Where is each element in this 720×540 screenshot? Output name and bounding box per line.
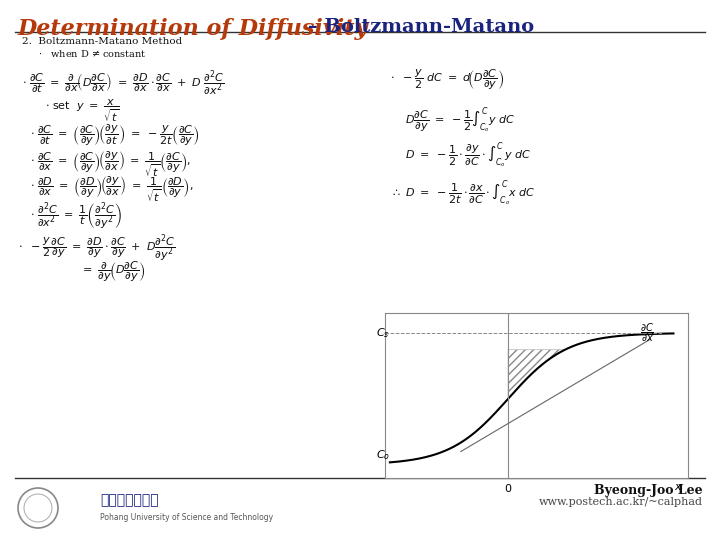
- Text: 2.  Boltzmann-Matano Method: 2. Boltzmann-Matano Method: [22, 37, 182, 46]
- Text: 포항공과대학교: 포항공과대학교: [100, 493, 158, 507]
- Text: Byeong-Joo Lee: Byeong-Joo Lee: [595, 484, 703, 497]
- Text: $\cdot \ \dfrac{\partial D}{\partial x} \ = \ \left(\dfrac{\partial D}{\partial : $\cdot \ \dfrac{\partial D}{\partial x} …: [30, 175, 194, 204]
- Text: $D\dfrac{\partial C}{\partial y} \ = \ -\dfrac{1}{2}\int_{C_o}^{C} y \ dC$: $D\dfrac{\partial C}{\partial y} \ = \ -…: [405, 105, 516, 134]
- Text: www.postech.ac.kr/~calphad: www.postech.ac.kr/~calphad: [539, 497, 703, 507]
- Text: $\cdot$   when D ≠ constant: $\cdot$ when D ≠ constant: [38, 48, 147, 59]
- Text: $x$: $x$: [674, 482, 683, 492]
- Text: Determination of Diffusivity: Determination of Diffusivity: [18, 18, 369, 40]
- Text: $C_s$: $C_s$: [376, 326, 390, 340]
- Text: $C_o$: $C_o$: [376, 448, 390, 462]
- Text: $0$: $0$: [504, 482, 512, 494]
- Text: $\cdot \ \ -\dfrac{y}{2} \ dC \ = \ d\!\left(D\dfrac{\partial C}{\partial y}\rig: $\cdot \ \ -\dfrac{y}{2} \ dC \ = \ d\!\…: [390, 68, 504, 92]
- Text: $D \ = \ -\dfrac{1}{2} \cdot \dfrac{\partial y}{\partial C} \cdot \int_{C_o}^{C}: $D \ = \ -\dfrac{1}{2} \cdot \dfrac{\par…: [405, 140, 531, 170]
- Text: $= \ \dfrac{\partial}{\partial y}\!\left(D\dfrac{\partial C}{\partial y}\right)$: $= \ \dfrac{\partial}{\partial y}\!\left…: [80, 260, 145, 285]
- Text: Pohang University of Science and Technology: Pohang University of Science and Technol…: [100, 514, 273, 523]
- Text: $\cdot \ \dfrac{\partial^2 C}{\partial x^2} \ = \ \dfrac{1}{t}\left(\dfrac{\part: $\cdot \ \dfrac{\partial^2 C}{\partial x…: [30, 200, 122, 232]
- Text: $\cdot \ \dfrac{\partial C}{\partial t} \ = \ \left(\dfrac{\partial C}{\partial : $\cdot \ \dfrac{\partial C}{\partial t} …: [30, 123, 200, 148]
- Text: $\cdot \ \dfrac{\partial C}{\partial x} \ = \ \left(\dfrac{\partial C}{\partial : $\cdot \ \dfrac{\partial C}{\partial x} …: [30, 150, 192, 179]
- Text: $\cdot \ \mathrm{set} \ \ y \ = \ \dfrac{x}{\sqrt{t}}$: $\cdot \ \mathrm{set} \ \ y \ = \ \dfrac…: [45, 98, 119, 124]
- Text: $\dfrac{\partial C}{\partial x}$: $\dfrac{\partial C}{\partial x}$: [640, 321, 654, 343]
- Text: $\cdot \ \ -\dfrac{y}{2}\dfrac{\partial C}{\partial y} \ = \ \dfrac{\partial D}{: $\cdot \ \ -\dfrac{y}{2}\dfrac{\partial …: [18, 232, 176, 264]
- Text: – Boltzmann-Matano: – Boltzmann-Matano: [308, 18, 534, 36]
- Text: $\therefore \ D \ = \ -\dfrac{1}{2t} \cdot \dfrac{\partial x}{\partial C} \cdot : $\therefore \ D \ = \ -\dfrac{1}{2t} \cd…: [390, 178, 536, 208]
- Text: $\cdot \ \dfrac{\partial C}{\partial t} \ = \ \dfrac{\partial}{\partial x}\!\lef: $\cdot \ \dfrac{\partial C}{\partial t} …: [22, 68, 225, 98]
